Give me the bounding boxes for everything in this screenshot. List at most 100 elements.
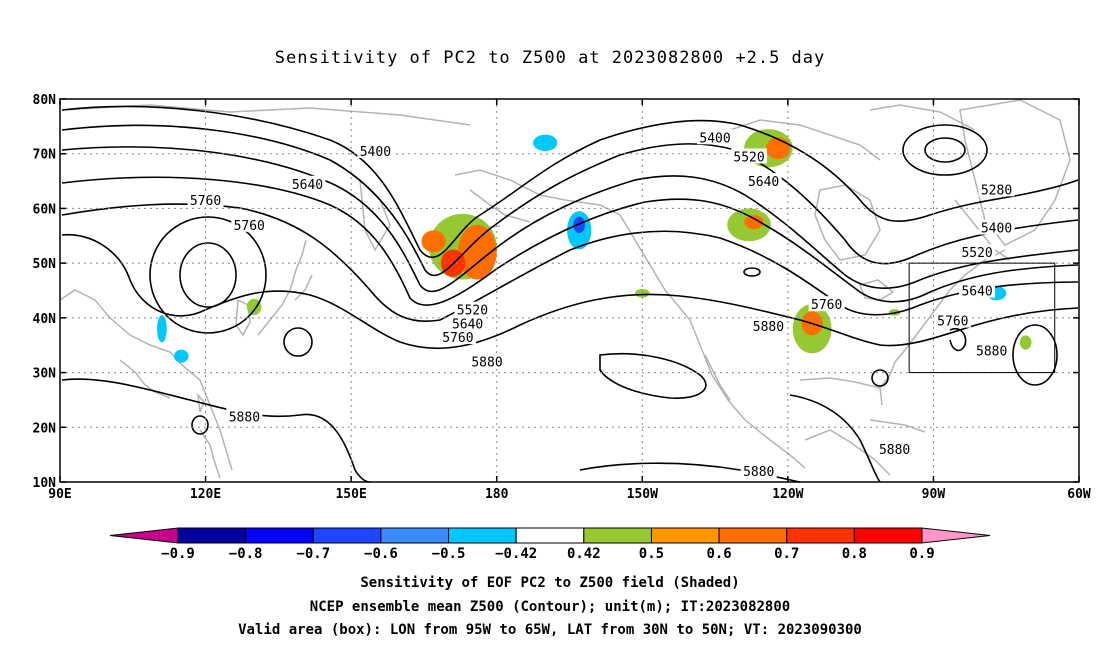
colorbar-label: 0.5 <box>639 546 664 562</box>
colorbar-box <box>786 527 855 544</box>
coastlines <box>59 99 1071 479</box>
contour-label-bg <box>454 301 491 317</box>
caption-valid-area: Valid area (box): LON from 95W to 65W, L… <box>238 622 862 638</box>
contour-label: 5520 <box>457 304 488 319</box>
contour-label: 5640 <box>961 285 992 300</box>
lon-tick-label: 60W <box>1067 487 1091 502</box>
contour-label: 5520 <box>961 246 992 261</box>
colorbar-high-triangle <box>921 527 991 544</box>
colorbar-box <box>853 527 923 544</box>
contour-label-bg <box>449 315 486 331</box>
contour-label: 5400 <box>981 222 1012 237</box>
sensitivity-patch <box>174 349 189 363</box>
contour-label-bg <box>187 192 224 208</box>
lat-tick-label: 60N <box>33 202 57 217</box>
contour-label-bg <box>750 318 787 334</box>
contour-label-bg <box>959 282 996 298</box>
lat-tick-label: 30N <box>33 367 57 382</box>
contour-label-bg <box>469 353 506 369</box>
contour-label: 5400 <box>360 145 391 160</box>
colorbar-label: −0.42 <box>495 546 537 562</box>
lat-tick-label: 20N <box>33 421 57 436</box>
map-frame <box>59 98 1080 483</box>
contour-label-bg <box>973 342 1010 358</box>
colorbar-box <box>380 527 450 544</box>
colorbar-low-triangle <box>109 527 179 544</box>
contour-label-bg <box>226 408 263 424</box>
contour-label: 5640 <box>748 175 779 190</box>
sensitivity-patch <box>421 230 446 253</box>
contour-label: 5880 <box>229 410 260 425</box>
sensitivity-patch <box>744 214 764 230</box>
sensitivity-patch <box>573 216 586 234</box>
colorbar-box <box>245 527 314 544</box>
contour-label-bg <box>959 244 996 260</box>
contour-label: 5760 <box>811 298 842 313</box>
contour-label: 5280 <box>981 183 1012 198</box>
lon-tick-label: 150W <box>627 487 658 502</box>
contour-label-bg <box>289 175 326 191</box>
contour-label: 5880 <box>743 465 774 480</box>
sensitivity-patch <box>766 137 791 160</box>
contour-label: 5640 <box>452 317 483 332</box>
contour-label: 5880 <box>879 443 910 458</box>
colorbar-box <box>583 527 652 544</box>
colorbar-label: 0.42 <box>567 546 601 562</box>
colorbar-box <box>177 527 247 544</box>
contour-label: 5640 <box>292 178 323 193</box>
sensitivity-patch <box>157 315 167 343</box>
contour-label-bg <box>876 441 913 457</box>
colorbar-box <box>515 527 585 544</box>
contour-label-bg <box>231 216 268 232</box>
contour-label: 5880 <box>753 320 784 335</box>
colorbar-label: −0.9 <box>161 546 195 562</box>
contour-label-bg <box>439 329 476 345</box>
colorbar-box <box>448 527 517 544</box>
contour-label-bg <box>745 173 782 189</box>
lon-tick-label: 90W <box>922 487 946 502</box>
contour-label-bg <box>357 142 394 158</box>
colorbar-label: 0.7 <box>774 546 799 562</box>
contour-label-bg <box>808 296 845 312</box>
contour-label: 5880 <box>976 345 1007 360</box>
contour-label: 5400 <box>699 131 730 146</box>
contour-label-bg <box>978 219 1015 235</box>
sensitivity-patch <box>246 298 262 316</box>
contour-label: 5760 <box>190 194 221 209</box>
colorbar-label: −0.6 <box>364 546 398 562</box>
contour-label: 5760 <box>234 219 265 234</box>
contour-label: 5880 <box>471 356 502 371</box>
colorbar-label: −0.5 <box>432 546 466 562</box>
lon-tick-label: 180 <box>485 487 509 502</box>
sensitivity-patch <box>457 224 497 280</box>
lat-lon-gridlines <box>60 99 1079 482</box>
lat-tick-label: 50N <box>33 257 57 272</box>
z500-contours <box>61 105 1079 483</box>
caption-contour: NCEP ensemble mean Z500 (Contour); unit(… <box>309 599 791 615</box>
colorbar-label: 0.8 <box>842 546 867 562</box>
sensitivity-patch <box>1019 335 1032 350</box>
caption-shading: Sensitivity of EOF PC2 to Z500 field (Sh… <box>360 575 740 591</box>
lon-tick-label: 90E <box>48 487 71 502</box>
contour-label-bg <box>697 129 734 145</box>
lat-tick-label: 80N <box>33 93 57 108</box>
valid-area-rect <box>908 262 1056 374</box>
lat-tick-label: 10N <box>33 476 57 491</box>
lon-tick-label: 120W <box>772 487 803 502</box>
colorbar-box <box>650 527 720 544</box>
colorbar-label: 0.6 <box>706 546 731 562</box>
colorbar-box <box>312 527 382 544</box>
contour-label-bg <box>731 148 768 164</box>
colorbar-box <box>718 527 788 544</box>
lat-tick-label: 40N <box>33 312 57 327</box>
lon-tick-label: 120E <box>190 487 221 502</box>
contour-label-bg <box>934 312 971 328</box>
lon-tick-label: 150E <box>335 487 366 502</box>
map-title: Sensitivity of PC2 to Z500 at 2023082800… <box>274 48 826 68</box>
valid-area-box <box>908 262 1056 374</box>
contour-label: 5760 <box>442 331 473 346</box>
colorbar: −0.9 −0.8 −0.7 −0.6 −0.5 −0.42 0.42 0.5 0.6 0.7 0.… <box>109 527 991 562</box>
